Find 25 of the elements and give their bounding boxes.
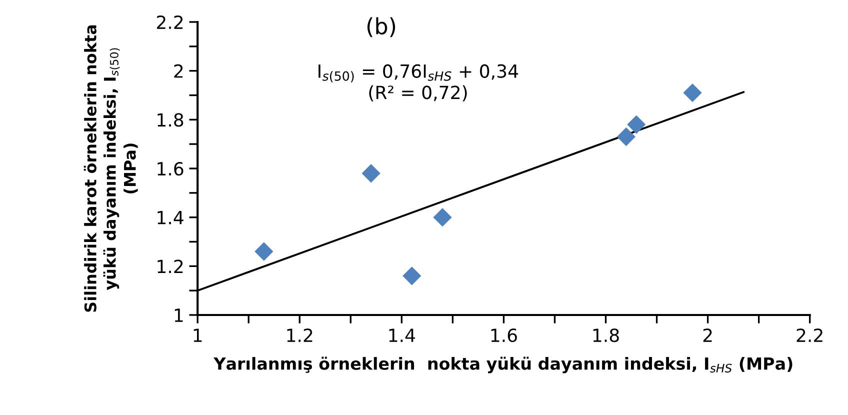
chart-title: (b) [367,17,396,38]
y-tick-label: 1.2 [158,260,183,274]
y-tick-label: 1.8 [158,113,184,127]
y-tick-label: 2 [174,64,183,78]
point [683,83,702,102]
point [433,208,452,227]
x-tick-label: 2.2 [796,328,822,342]
point [362,164,380,183]
x-tick-label: 1.2 [287,328,312,342]
x-axis-title: Yarılanmış örneklerin nokta yükü dayanım indeksi, I$_{sHS}$ (MPa) [214,356,792,374]
y-tick-label: 1.6 [158,162,184,176]
x-tick-label: 1 [194,328,202,342]
text: Silindirik karot örneklerin nokta yükü dayanım indeksi, I$_{s(50)}$ (MPa) [84,25,138,312]
x-tick-label: 2 [703,328,712,342]
annotation: I$_{s(50)}$ = 0,76I$_{sHS}$ + 0,34 (R² = 0,72) [318,64,518,102]
x-tick-label: 1.8 [593,328,619,342]
point [627,115,646,134]
y-tick-label: 2.2 [157,15,183,29]
y-tick-label: 1.4 [158,211,184,224]
x-tick-label: 1.6 [491,328,517,342]
y-tick-label: 1 [174,308,183,322]
point [616,127,636,146]
x-tick-label: 1.4 [389,328,416,342]
point [254,242,274,261]
point [402,266,422,286]
